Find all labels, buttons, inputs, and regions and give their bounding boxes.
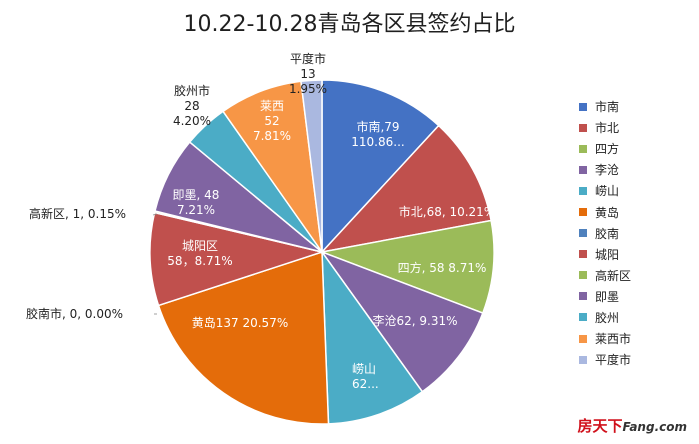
slice-3-label: 四方, 58 8.71% <box>398 260 487 275</box>
watermark-logo: 房天下Fang.com <box>578 415 688 436</box>
legend-swatch <box>579 186 587 195</box>
slice-2-label: 市北,68, 10.21% <box>399 204 495 219</box>
legend-swatch <box>579 102 587 111</box>
slice-9-label: 高新区, 1, 0.15% <box>29 206 126 221</box>
slice-9-leader-line <box>152 213 158 216</box>
legend-swatch <box>579 144 587 153</box>
legend-swatch <box>579 271 587 280</box>
legend-item-9: 高新区 <box>579 265 631 286</box>
pie-slices <box>149 79 495 425</box>
legend-item-4: 李沧 <box>579 159 631 180</box>
legend-label: 市北 <box>595 121 620 136</box>
legend-item-1: 市南 <box>579 96 631 117</box>
legend-swatch <box>579 165 587 174</box>
legend-label: 胶州 <box>595 310 620 325</box>
legend-swatch <box>579 355 587 364</box>
legend-swatch <box>579 123 587 132</box>
slice-4-label: 李沧62, 9.31% <box>372 313 457 328</box>
slice-labels: 市南,79 110.86... 市北,68, 10.21% 四方, 58 8.71% 李… <box>26 51 495 391</box>
legend-item-13: 平度市 <box>579 349 631 370</box>
legend-label: 李沧 <box>595 163 620 178</box>
slice-2 <box>319 124 492 254</box>
slice-4 <box>319 250 484 393</box>
slice-13 <box>300 79 323 253</box>
legend-swatch <box>579 250 587 259</box>
legend-label: 城阳 <box>595 247 620 262</box>
legend-label: 胶南 <box>595 226 620 241</box>
legend-swatch <box>579 208 587 217</box>
legend-label: 平度市 <box>595 353 632 368</box>
legend-label: 莱西市 <box>595 332 632 347</box>
slice-6-label: 黄岛137 20.57% <box>192 315 288 330</box>
slice-6 <box>157 250 330 425</box>
legend-item-10: 即墨 <box>579 286 631 307</box>
slice-10-label: 即墨, 48 7.21% <box>173 188 220 217</box>
legend-label: 四方 <box>595 142 620 157</box>
legend-item-7: 胶南 <box>579 223 631 244</box>
legend-item-6: 黄岛 <box>579 201 631 222</box>
slice-1-label: 市南,79 110.86... <box>351 119 404 149</box>
slice-5-label: 崂山 62... <box>352 362 379 391</box>
legend-swatch <box>579 334 587 343</box>
watermark-brand: 房天下 <box>577 417 623 435</box>
legend: 市南市北四方李沧崂山黄岛胶南城阳高新区即墨胶州莱西市平度市 <box>579 96 631 370</box>
slice-7-label: 胶南市, 0, 0.00% <box>26 306 123 321</box>
legend-item-5: 崂山 <box>579 180 631 201</box>
legend-item-2: 市北 <box>579 117 631 138</box>
legend-label: 高新区 <box>595 268 632 283</box>
legend-item-8: 城阳 <box>579 244 631 265</box>
slice-11-label: 胶州市 28 4.20% <box>173 83 211 128</box>
slice-12-label: 莱西 52 7.81% <box>253 99 291 143</box>
legend-label: 崂山 <box>595 184 620 199</box>
legend-item-11: 胶州 <box>579 307 631 328</box>
legend-item-3: 四方 <box>579 138 631 159</box>
slice-8-label: 城阳区 58，8.71% <box>167 239 232 268</box>
legend-item-12: 莱西市 <box>579 328 631 349</box>
slice-3 <box>319 219 495 315</box>
slice-1 <box>321 79 440 254</box>
legend-label: 市南 <box>595 100 620 115</box>
slice-5 <box>321 249 424 425</box>
chart-title: 10.22-10.28青岛各区县签约占比 <box>183 12 516 37</box>
label-leader-lines <box>152 213 158 315</box>
legend-swatch <box>579 292 587 301</box>
legend-label: 即墨 <box>595 289 620 304</box>
watermark-en: Fang.com <box>622 420 687 434</box>
legend-label: 黄岛 <box>595 205 620 220</box>
legend-swatch <box>579 229 587 238</box>
slice-13-label: 平度市 13 1.95% <box>289 51 327 96</box>
legend-swatch <box>579 313 587 322</box>
